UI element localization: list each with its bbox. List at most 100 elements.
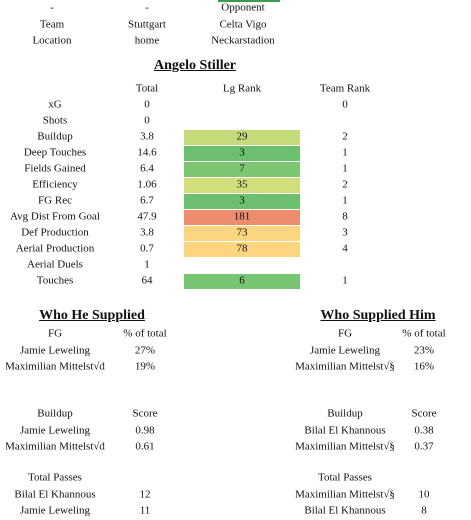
value-cell: 0.61 (135, 440, 155, 453)
top-edge-bar (218, 0, 280, 2)
team-rank-value: 1 (342, 194, 348, 207)
team-rank-value: 8 (342, 210, 348, 223)
player-name-cell: Maximilian Mittelst√§ (295, 360, 395, 373)
total-value: 1.06 (137, 178, 157, 191)
player-name-cell: Bilal El Khannous (14, 488, 96, 500)
lg-rank-cell (184, 225, 300, 241)
player-name-cell: Jamie Leweling (20, 424, 90, 436)
lg-rank-cell (184, 177, 300, 193)
block-header: FG (337, 327, 353, 340)
match-info-cell: Stuttgart (128, 18, 166, 30)
total-value: 6.4 (140, 162, 154, 175)
value-cell: 27% (134, 344, 156, 356)
total-value: 1 (144, 258, 150, 271)
lg-rank-value: 29 (236, 130, 248, 143)
metric-label: Efficiency (32, 178, 78, 191)
block-header: FG (47, 327, 63, 340)
value-cell: 0.37 (414, 440, 434, 453)
lg-rank-cell (184, 129, 300, 145)
player-name-cell: Maximilian Mittelst√§ (295, 440, 395, 453)
block-header: Total Passes (318, 471, 372, 484)
metric-label: Touches (36, 274, 74, 287)
lg-rank-value: 35 (236, 178, 248, 191)
player-name-cell: Maximilian Mittelst√§ (295, 488, 395, 500)
block-header: Buildup (327, 407, 363, 420)
value-cell: 8 (421, 504, 427, 517)
metric-label: Aerial Production (15, 242, 95, 255)
lg-rank-value: 78 (236, 242, 248, 255)
total-value: 14.6 (137, 146, 157, 159)
match-info-cell: Opponent (221, 1, 265, 14)
match-info-cell: Team (39, 18, 65, 30)
team-rank-value: 1 (342, 162, 348, 175)
metric-label: Buildup (37, 130, 73, 143)
value-cell: 0.38 (414, 424, 434, 436)
team-rank-value: 1 (342, 146, 348, 159)
lg-rank-value: 7 (239, 162, 245, 175)
metric-label: Def Production (21, 226, 89, 239)
player-name-cell: Bilal El Khannous (304, 504, 386, 517)
lg-rank-value: 3 (239, 146, 245, 159)
column-header: Team Rank (319, 82, 371, 95)
value-cell: 11 (139, 504, 151, 517)
block-header: % of total (402, 327, 446, 340)
total-value: 3.8 (140, 226, 154, 239)
player-name-cell: Maximilian Mittelst√d (5, 440, 105, 453)
team-rank-value: 3 (342, 226, 348, 239)
team-rank-value: 0 (342, 98, 348, 111)
total-value: 47.9 (137, 210, 157, 223)
total-value: 0 (144, 114, 150, 127)
metric-label: Deep Touches (23, 146, 87, 159)
lg-rank-cell (184, 273, 300, 289)
column-header: Lg Rank (222, 82, 262, 95)
value-cell: 16% (413, 360, 435, 373)
block-header: Total Passes (28, 471, 82, 484)
player-name-cell: Jamie Leweling (20, 344, 90, 356)
lg-rank-cell (184, 209, 300, 225)
metric-label: Avg Dist From Goal (10, 210, 100, 223)
block-header: % of total (123, 327, 167, 340)
lg-rank-cell (184, 193, 300, 209)
player-name: Angelo Stiller (153, 58, 237, 73)
value-cell: 10 (418, 488, 430, 500)
value-cell: 19% (134, 360, 156, 373)
lg-rank-value: 181 (233, 210, 251, 223)
match-info-cell: Location (32, 34, 72, 47)
player-name-cell: Bilal El Khannous (304, 424, 386, 436)
match-info-cell: - (50, 1, 54, 14)
section-title: Who Supplied Him (320, 308, 436, 323)
value-cell: 0.98 (135, 424, 155, 436)
team-rank-value: 4 (342, 242, 348, 255)
team-rank-value: 2 (342, 130, 348, 143)
lg-rank-cell (184, 241, 300, 257)
metric-label: xG (48, 98, 62, 111)
match-info-cell: - (145, 1, 149, 14)
player-name-cell: Jamie Leweling (20, 504, 90, 517)
value-cell: 23% (413, 344, 435, 356)
metric-label: Aerial Duels (27, 258, 83, 271)
team-rank-value: 2 (342, 178, 348, 191)
column-header: Total (135, 82, 159, 95)
value-cell: 12 (139, 488, 151, 500)
metric-label: Shots (42, 114, 68, 127)
lg-rank-value: 73 (236, 226, 248, 239)
metric-label: FG Rec (38, 194, 72, 207)
lg-rank-cell (184, 161, 300, 177)
total-value: 64 (141, 274, 153, 287)
player-name-cell: Maximilian Mittelst√d (5, 360, 105, 373)
total-value: 3.8 (140, 130, 154, 143)
block-header: Score (132, 407, 158, 420)
lg-rank-cell (184, 145, 300, 161)
block-header: Buildup (37, 407, 73, 420)
team-rank-value: 1 (342, 274, 348, 287)
match-info-cell: Neckarstadion (211, 34, 275, 47)
total-value: 6.7 (140, 194, 154, 207)
lg-rank-value: 6 (239, 274, 245, 287)
match-info-cell: home (134, 34, 160, 47)
total-value: 0 (144, 98, 150, 111)
lg-rank-value: 3 (239, 194, 245, 207)
match-info-cell: Celta Vigo (219, 18, 267, 30)
section-title: Who He Supplied (39, 308, 145, 323)
player-name-cell: Jamie Leweling (310, 344, 380, 356)
